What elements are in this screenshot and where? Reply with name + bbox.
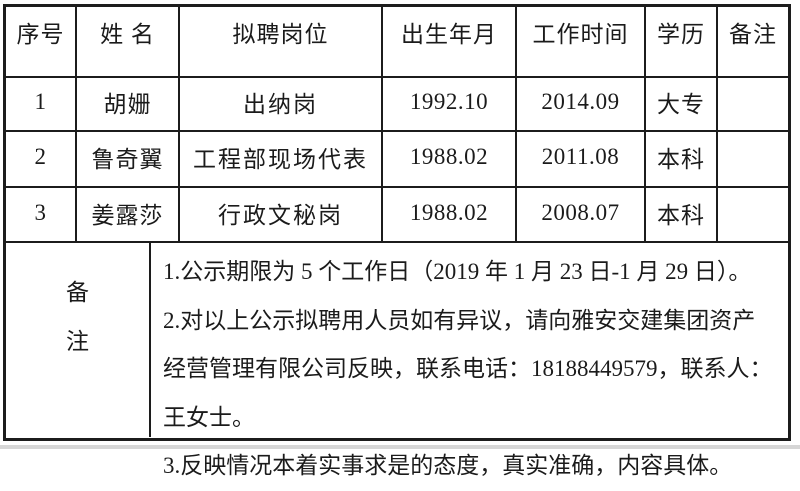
- note-line-3: 3.反映情况本着实事求是的态度，真实准确，内容具体。: [163, 453, 733, 478]
- header-cell-no: 序号: [6, 7, 77, 78]
- header-cell-education: 学历: [646, 7, 718, 78]
- row3-cell-remark: [718, 188, 788, 243]
- page-bottom-edge: [0, 445, 800, 449]
- row2-cell-remark: [718, 132, 788, 188]
- row3-cell-work-start: 2008.07: [517, 188, 646, 243]
- row3-cell-name: 姜露莎: [77, 188, 180, 243]
- row3-cell-education: 本科: [646, 188, 718, 243]
- row1-cell-birth: 1992.10: [383, 78, 517, 132]
- row2-cell-name: 鲁奇翼: [77, 132, 180, 188]
- header-cell-remark: 备注: [718, 7, 788, 78]
- row2-cell-education: 本科: [646, 132, 718, 188]
- remarks-label-char-bottom: 注: [66, 328, 89, 354]
- remarks-label-cell: 备 注: [6, 243, 151, 437]
- row2-cell-no: 2: [6, 132, 77, 188]
- row2-cell-position: 工程部现场代表: [180, 132, 383, 188]
- header-cell-name: 姓 名: [77, 7, 180, 78]
- row3-cell-no: 3: [6, 188, 77, 243]
- remarks-label-char-top: 备: [66, 279, 89, 305]
- row1-cell-work-start: 2014.09: [517, 78, 646, 132]
- row2-cell-work-start: 2011.08: [517, 132, 646, 188]
- row1-cell-education: 大专: [646, 78, 718, 132]
- remarks-label: 备 注: [66, 273, 89, 356]
- row1-cell-name: 胡姗: [77, 78, 180, 132]
- row1-cell-remark: [718, 78, 788, 132]
- header-cell-position: 拟聘岗位: [180, 7, 383, 78]
- row2-cell-birth: 1988.02: [383, 132, 517, 188]
- recruitment-announcement-table: 序号 姓 名 拟聘岗位 出生年月 工作时间 学历 备注 1 胡姗 出纳岗 199…: [3, 4, 791, 478]
- row3-cell-position: 行政文秘岗: [180, 188, 383, 243]
- row3-cell-birth: 1988.02: [383, 188, 517, 243]
- row1-cell-no: 1: [6, 78, 77, 132]
- header-cell-work-start: 工作时间: [517, 7, 646, 78]
- note-line-1: 1.公示期限为 5 个工作日（2019 年 1 月 23 日-1 月 29 日）…: [163, 259, 752, 284]
- personnel-grid: 序号 姓 名 拟聘岗位 出生年月 工作时间 学历 备注 1 胡姗 出纳岗 199…: [6, 7, 788, 243]
- note-line-2: 2.对以上公示拟聘用人员如有异议，请向雅安交建集团资产经营管理有限公司反映，联系…: [163, 307, 773, 430]
- remarks-row: 备 注 1.公示期限为 5 个工作日（2019 年 1 月 23 日-1 月 2…: [6, 243, 788, 478]
- header-cell-birth: 出生年月: [383, 7, 517, 78]
- remarks-notes-cell: 1.公示期限为 5 个工作日（2019 年 1 月 23 日-1 月 29 日）…: [151, 243, 788, 478]
- row1-cell-position: 出纳岗: [180, 78, 383, 132]
- page: 序号 姓 名 拟聘岗位 出生年月 工作时间 学历 备注 1 胡姗 出纳岗 199…: [0, 4, 800, 478]
